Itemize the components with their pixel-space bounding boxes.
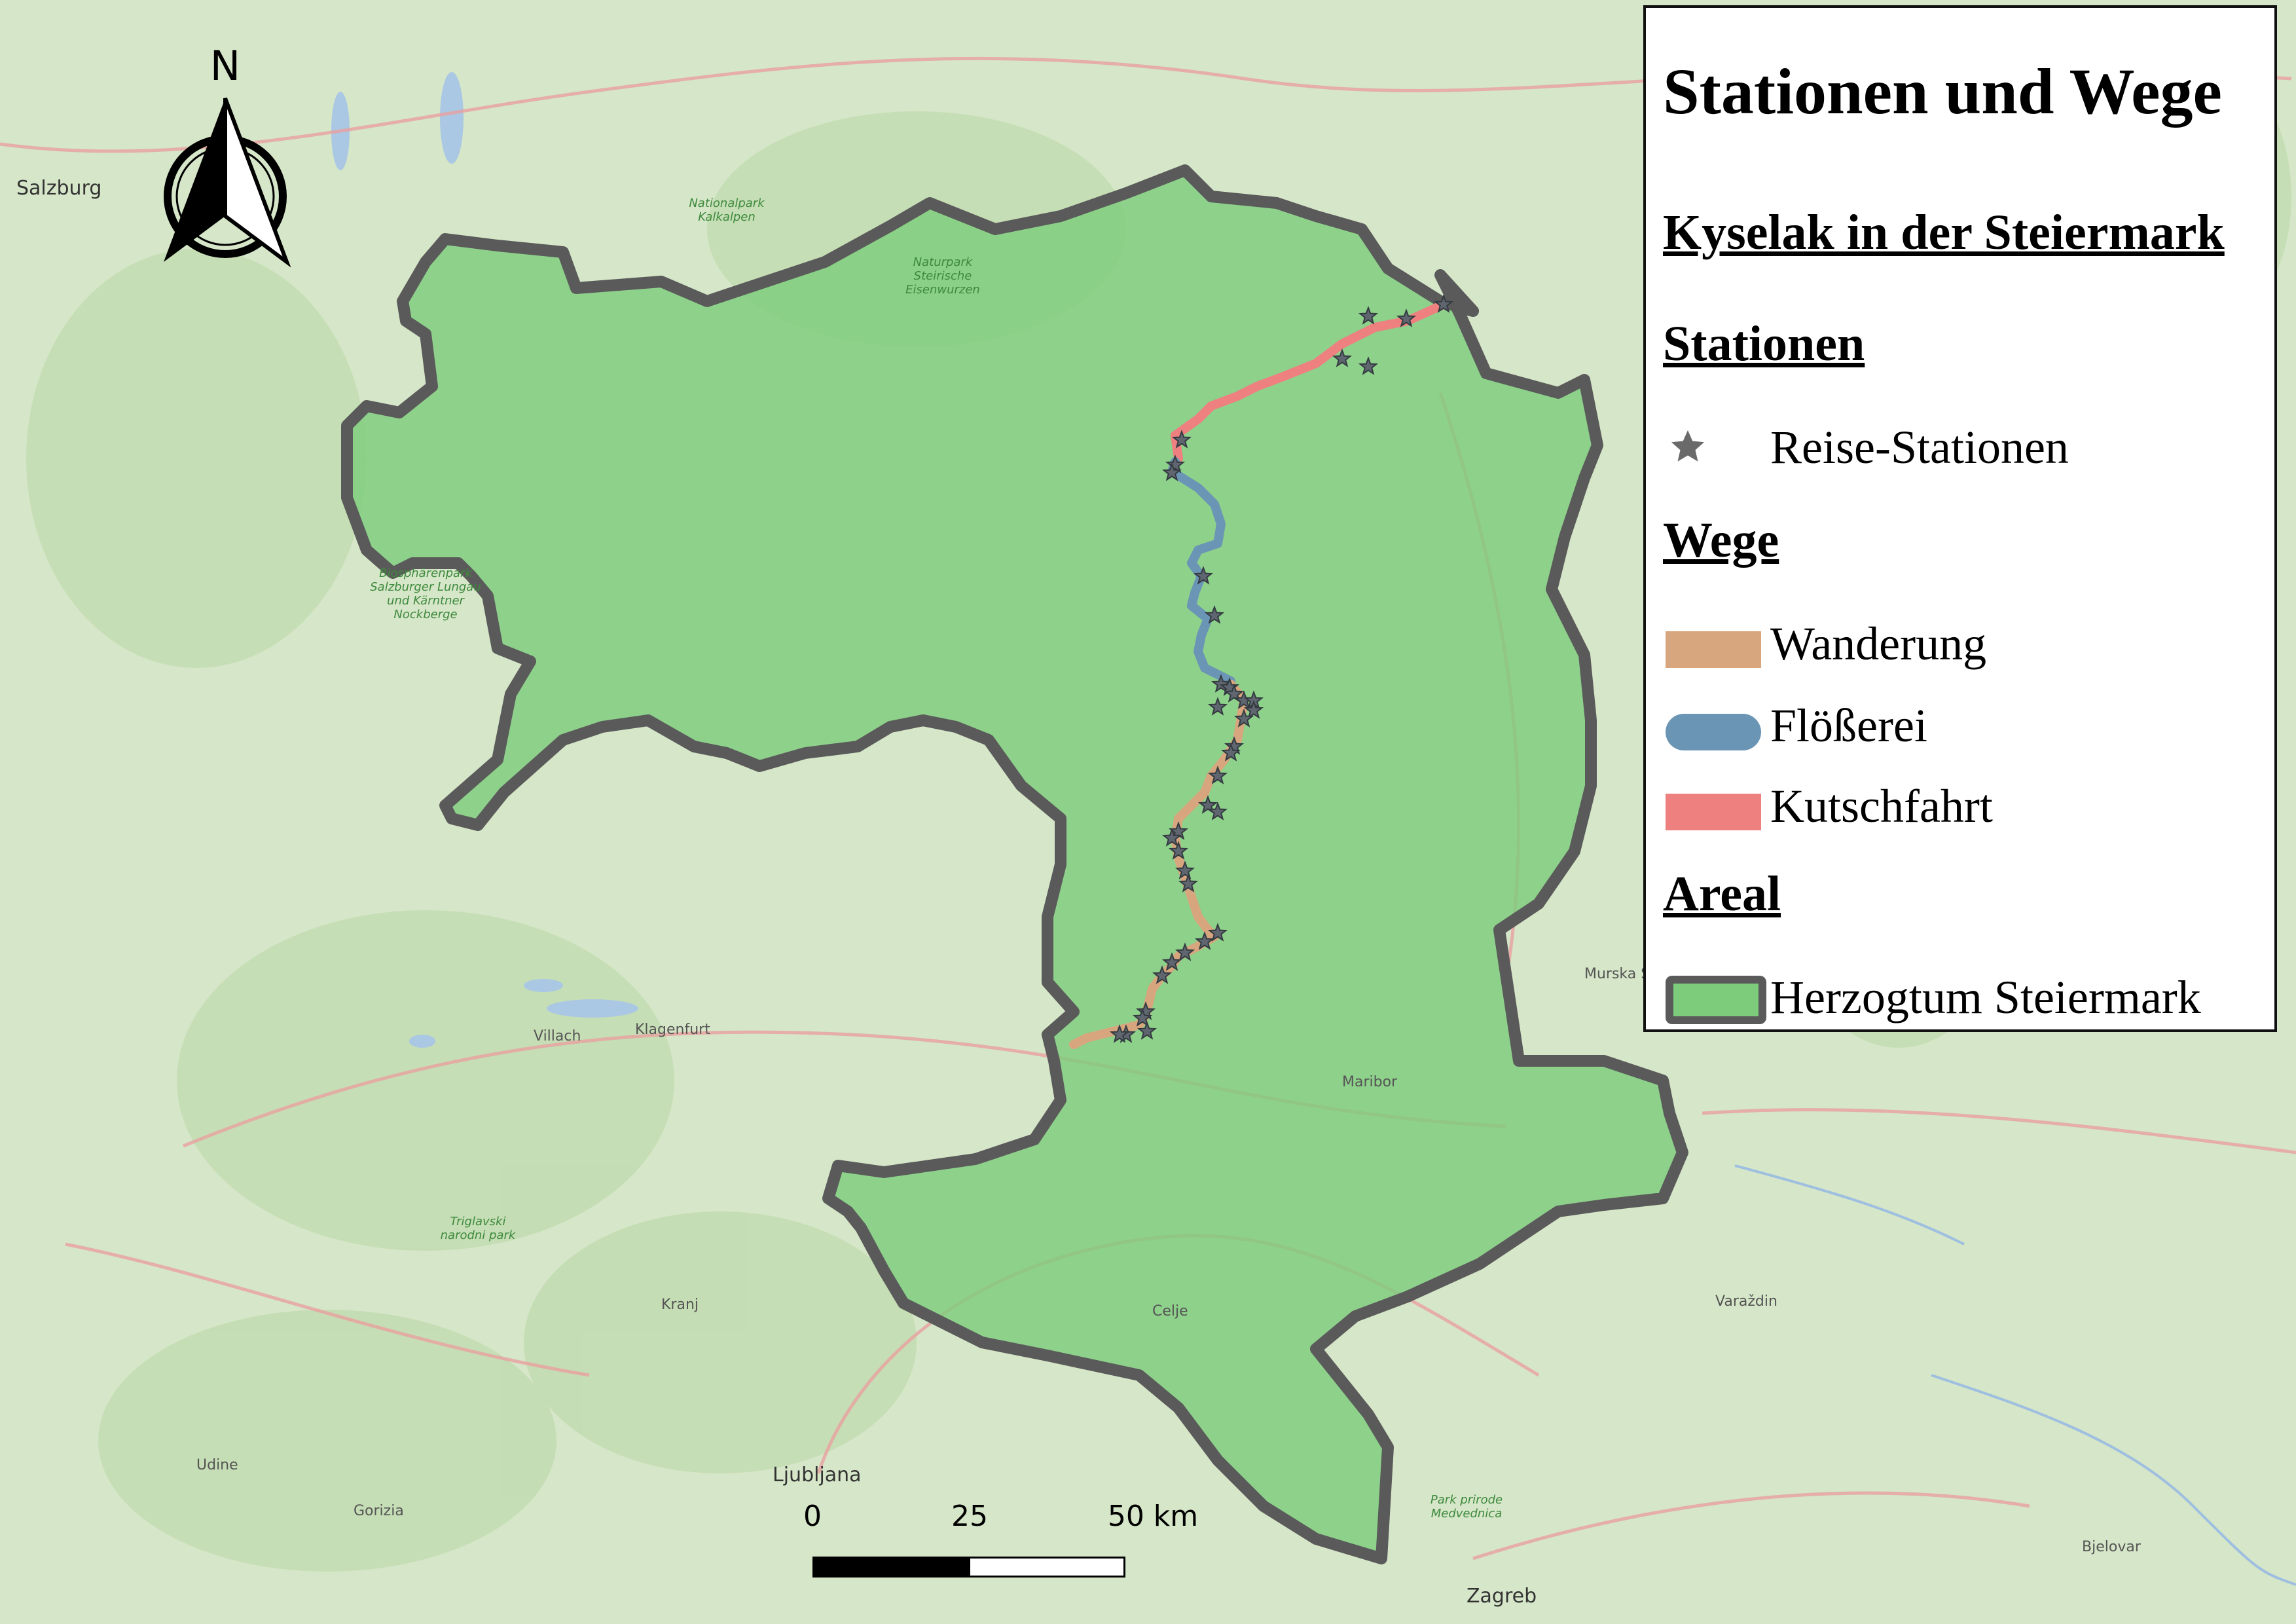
station-marker[interactable] (1207, 802, 1228, 821)
scale-segment-black (812, 1557, 970, 1578)
north-arrow-needle-right (223, 97, 291, 268)
legend-heading-areal: Areal (1663, 866, 1781, 921)
park-label-medvednica: Park prirode Medvednica (1430, 1493, 1503, 1521)
place-label-maribor: Maribor (1342, 1074, 1398, 1090)
station-marker[interactable] (1175, 860, 1195, 879)
station-marker[interactable] (1433, 294, 1454, 313)
north-arrow: N (157, 42, 301, 268)
station-marker[interactable] (1204, 605, 1225, 624)
area-herzogtum-steiermark[interactable] (341, 164, 1688, 1564)
scale-label-0: 0 (803, 1500, 822, 1533)
legend-label-reise-stationen: Reise-Stationen (1770, 421, 2069, 473)
place-label-ljubljana: Ljubljana (773, 1464, 862, 1486)
park-label-triglav: Triglavski narodni park (440, 1215, 516, 1242)
place-label-villach: Villach (534, 1028, 581, 1044)
legend-swatch-wanderung (1666, 631, 1761, 668)
legend-label-floesserei: Flößerei (1770, 699, 1927, 752)
legend-panel: Stationen und Wege Kyselak in der Steier… (1643, 5, 2277, 1032)
place-label-zagreb: Zagreb (1467, 1585, 1537, 1608)
station-marker[interactable] (1109, 1024, 1130, 1043)
station-marker[interactable] (1332, 348, 1353, 367)
station-marker[interactable] (1161, 462, 1182, 481)
station-marker[interactable] (1161, 952, 1182, 971)
station-marker[interactable] (1243, 700, 1264, 719)
place-label-gorizia: Gorizia (354, 1503, 404, 1519)
scale-label-50km: 50 km (1107, 1500, 1199, 1533)
station-marker[interactable] (1132, 1008, 1153, 1027)
station-marker[interactable] (1161, 828, 1182, 847)
station-marker[interactable] (1197, 795, 1218, 814)
scale-label-25: 25 (951, 1500, 988, 1533)
legend-title: Stationen und Wege (1663, 55, 2222, 128)
park-label-kalkalpen: Nationalpark Kalkalpen (689, 196, 765, 224)
station-marker[interactable] (1224, 684, 1245, 703)
station-marker[interactable] (1207, 923, 1228, 942)
route-kutschfahrt[interactable] (1171, 300, 1448, 463)
station-marker[interactable] (1207, 697, 1228, 716)
station-marker[interactable] (1178, 874, 1199, 893)
place-label-kranj: Kranj (661, 1297, 699, 1313)
station-marker[interactable] (1220, 743, 1241, 762)
legend-heading-wege: Wege (1663, 513, 1779, 568)
station-marker[interactable] (1358, 306, 1379, 325)
legend-label-wanderung: Wanderung (1770, 618, 1987, 670)
station-marker[interactable] (1165, 454, 1186, 473)
basemap-rivers (1734, 1164, 2296, 1586)
station-marker[interactable] (1207, 766, 1228, 784)
legend-swatch-floesserei (1666, 714, 1761, 750)
scale-bar: 0 25 50 km (803, 1500, 1198, 1598)
place-label-varazdin: Varaždin (1715, 1293, 1777, 1310)
north-label: N (210, 46, 240, 90)
station-marker[interactable] (1233, 709, 1254, 728)
legend-heading-stationen: Stationen (1663, 316, 1865, 371)
station-marker[interactable] (1171, 430, 1192, 449)
place-label-udine: Udine (196, 1457, 238, 1473)
station-marker[interactable] (1175, 942, 1195, 961)
station-marker[interactable] (1396, 308, 1417, 327)
station-marker[interactable] (1152, 965, 1173, 984)
legend-swatch-kutschfahrt (1666, 794, 1761, 830)
place-label-klagenfurt: Klagenfurt (635, 1022, 710, 1038)
place-label-celje: Celje (1152, 1303, 1188, 1320)
legend-star-icon (1671, 430, 1704, 462)
station-marker[interactable] (1137, 1021, 1157, 1040)
station-marker[interactable] (1211, 674, 1231, 693)
north-arrow-needle-left (164, 98, 225, 262)
park-label-nockberge: Biosphärenpark Salzburger Lungau und Kär… (370, 566, 481, 621)
legend-label-kutschfahrt: Kutschfahrt (1770, 780, 1993, 832)
park-label-eisenwurzen: Naturpark Steirische Eisenwurzen (905, 255, 980, 297)
place-label-bjelovar: Bjelovar (2082, 1539, 2141, 1555)
legend-swatch-herzogtum (1666, 976, 1766, 1024)
station-marker[interactable] (1193, 566, 1214, 585)
stations-layer (1109, 294, 1454, 1043)
station-marker[interactable] (1168, 841, 1189, 860)
legend-label-herzogtum: Herzogtum Steiermark (1770, 971, 2201, 1024)
station-marker[interactable] (1358, 356, 1379, 375)
scale-segment-white (968, 1557, 1125, 1578)
station-marker[interactable] (1194, 931, 1215, 950)
legend-subtitle: Kyselak in der Steiermark (1663, 205, 2225, 260)
place-label-salzburg: Salzburg (16, 177, 102, 200)
